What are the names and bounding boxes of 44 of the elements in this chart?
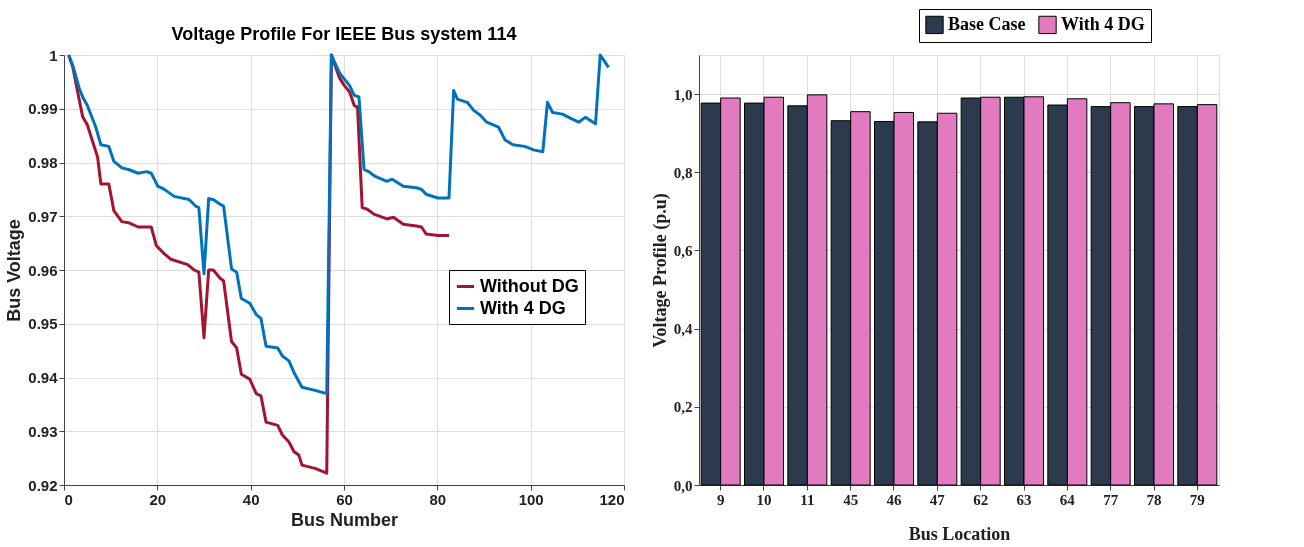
x-tick-label: 0 — [64, 490, 73, 508]
line-series — [67, 53, 611, 396]
x-tick-label: 60 — [336, 490, 353, 508]
x-tick-label: 80 — [429, 490, 447, 508]
y-tick-label: 0,0 — [673, 477, 693, 494]
chart-title: Voltage Profile For IEEE Bus system 114 — [171, 24, 517, 44]
x-tick-label: 11 — [800, 491, 815, 508]
y-tick-label: 0.92 — [28, 476, 58, 494]
x-tick-label: 47 — [929, 491, 946, 508]
y-tick-label: 0.93 — [28, 422, 58, 440]
y-tick-label: 0,2 — [673, 399, 693, 416]
x-tick-label: 40 — [242, 490, 260, 508]
x-tick-label: 77 — [1103, 491, 1119, 508]
legend-label: Base Case — [948, 13, 1026, 34]
y-tick-label: 0.96 — [28, 261, 58, 279]
x-axis-title: Bus Location — [908, 523, 1011, 544]
y-tick-label: 0.98 — [28, 154, 58, 171]
x-tick-label: 62 — [973, 491, 989, 508]
y-tick-label: 0.97 — [28, 207, 58, 225]
x-tick-label: 79 — [1189, 491, 1205, 508]
y-tick-label: 0.95 — [28, 315, 58, 333]
x-tick-label: 120 — [599, 490, 625, 508]
y-tick-label: 0.99 — [28, 100, 58, 118]
y-tick-label: 0,4 — [673, 321, 693, 338]
y-tick-label: 1 — [49, 46, 58, 64]
y-tick-label: 1,0 — [673, 86, 693, 103]
x-tick-label: 10 — [756, 491, 772, 508]
legend-label: With 4 DG — [480, 297, 566, 318]
legend-label: Without DG — [480, 275, 579, 296]
legend-label: With 4 DG — [1061, 13, 1145, 34]
x-tick-label: 64 — [1059, 491, 1076, 508]
x-tick-label: 20 — [149, 490, 167, 508]
x-tick-label: 46 — [886, 491, 902, 508]
y-tick-label: 0,8 — [673, 164, 693, 181]
x-tick-label: 63 — [1016, 491, 1032, 508]
x-tick-label: 78 — [1146, 491, 1162, 508]
x-tick-label: 100 — [518, 490, 544, 508]
y-axis-title: Bus Voltage — [4, 219, 25, 322]
x-tick-label: 45 — [843, 491, 859, 508]
y-tick-label: 0,6 — [673, 242, 693, 259]
y-axis-title: Voltage Profile (p.u) — [649, 193, 671, 348]
x-tick-label: 9 — [716, 491, 725, 508]
x-axis-title: Bus Number — [290, 509, 399, 530]
y-tick-label: 0.94 — [28, 369, 59, 386]
